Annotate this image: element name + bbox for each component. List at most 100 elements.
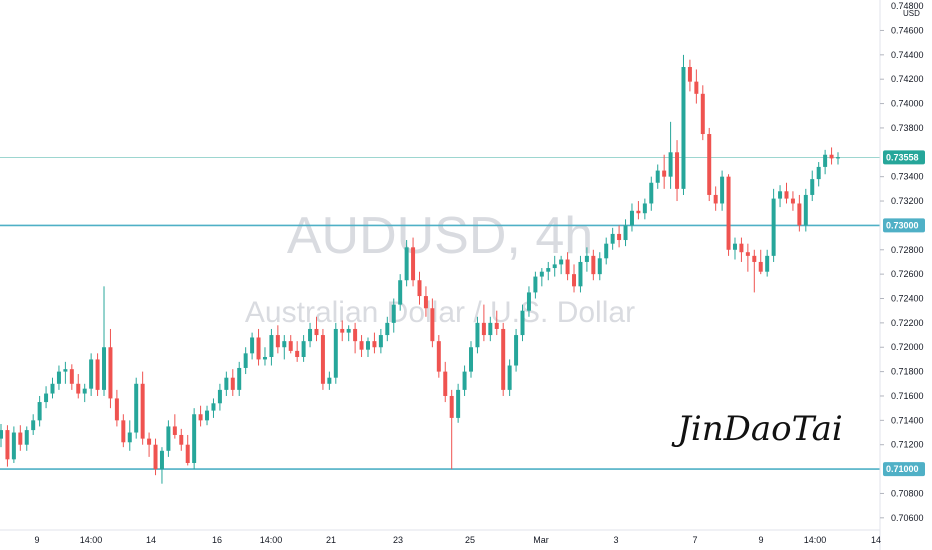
candle — [610, 227, 615, 250]
y-tick-label: 0.70800 — [891, 488, 924, 498]
candle-body — [69, 369, 74, 384]
candle — [44, 386, 49, 409]
candle-body — [501, 328, 506, 390]
candle-body — [449, 395, 454, 418]
candle — [494, 310, 499, 336]
candle-body — [95, 359, 100, 390]
candle — [790, 191, 795, 211]
candle — [108, 328, 113, 409]
candle-body — [559, 259, 564, 265]
candle — [475, 316, 480, 354]
candle — [11, 426, 16, 463]
price-axis[interactable]: 0.74600 0.74400 0.74200 0.74000 0.73800 0.734… — [879, 0, 924, 550]
candle — [707, 127, 712, 202]
y-tick-label: 0.71600 — [891, 391, 924, 401]
level-price-tag-label: 0.73000 — [886, 220, 919, 230]
candle — [76, 374, 81, 399]
candle — [720, 170, 725, 211]
candle-body — [327, 377, 332, 384]
candle — [572, 264, 577, 293]
candle — [533, 271, 538, 299]
candle-body — [5, 430, 10, 460]
candle — [359, 335, 364, 357]
candle — [275, 325, 280, 354]
candle — [24, 426, 29, 451]
candle — [732, 237, 737, 260]
candle — [836, 152, 840, 165]
candle — [404, 240, 409, 287]
y-tick-label: 0.73200 — [891, 196, 924, 206]
candle-body — [256, 337, 261, 360]
x-tick-label: 14:00 — [804, 535, 827, 545]
level-price-tag-label: 0.71000 — [886, 464, 919, 474]
candle-body — [50, 383, 55, 394]
candle-body — [359, 341, 364, 350]
candle-body — [520, 310, 525, 336]
candle-body — [140, 383, 145, 439]
candle-body — [423, 296, 428, 309]
candle-body — [578, 261, 583, 287]
candle — [829, 147, 834, 165]
candle-body — [269, 335, 274, 357]
y-tick-label: 0.72600 — [891, 269, 924, 279]
candle — [172, 414, 177, 439]
candle-body — [185, 444, 190, 463]
candle-body — [687, 67, 692, 82]
candle — [765, 249, 770, 277]
candle-body — [333, 328, 338, 378]
candle — [282, 335, 287, 360]
y-tick-label: 0.74600 — [891, 25, 924, 35]
candle-body — [436, 341, 441, 372]
candle-body — [514, 335, 519, 366]
candle-body — [89, 359, 94, 389]
candle — [546, 261, 551, 281]
candle — [134, 377, 139, 439]
candle-body — [153, 444, 158, 470]
candle — [250, 332, 255, 360]
candle — [520, 304, 525, 342]
candle — [295, 341, 300, 362]
candle — [784, 182, 789, 204]
y-tick-label: 0.74200 — [891, 74, 924, 84]
candle — [539, 268, 544, 287]
candle-body — [803, 194, 808, 226]
candle — [617, 225, 622, 248]
y-tick-label: 0.74400 — [891, 50, 924, 60]
candle — [745, 243, 750, 272]
candle — [346, 325, 351, 342]
last-price-tag — [883, 150, 925, 165]
candle-body — [282, 341, 287, 348]
x-tick-label: 23 — [393, 535, 403, 545]
candle-body — [784, 191, 789, 199]
candle-body — [732, 243, 737, 250]
candle-body — [456, 389, 461, 418]
candle-body — [172, 426, 177, 435]
y-tick-label: 0.72800 — [891, 245, 924, 255]
candle — [694, 69, 699, 104]
candle-body — [224, 377, 229, 390]
candle-body — [275, 335, 280, 348]
candle — [301, 335, 306, 362]
candle-body — [205, 410, 210, 421]
candle — [578, 255, 583, 293]
time-axis[interactable]: 9 14:00 14 16 14:00 21 23 25 Mar 3 7 9 14:00 14 — [0, 529, 881, 545]
candle — [816, 162, 821, 187]
candle — [320, 328, 325, 390]
candle-body — [565, 259, 570, 275]
candle — [604, 237, 609, 265]
candle — [353, 322, 358, 354]
candle — [166, 420, 171, 457]
candle-body — [668, 152, 673, 177]
candle — [127, 420, 132, 451]
candle-body — [681, 67, 686, 189]
candle-body — [159, 450, 164, 470]
candle — [636, 201, 641, 220]
candle-body — [533, 276, 538, 293]
candle-body — [372, 341, 377, 348]
candle — [391, 298, 396, 333]
candle-body — [217, 389, 222, 404]
last-price-tag-label: 0.73558 — [886, 152, 919, 162]
candle — [82, 383, 87, 403]
candle — [591, 249, 596, 281]
